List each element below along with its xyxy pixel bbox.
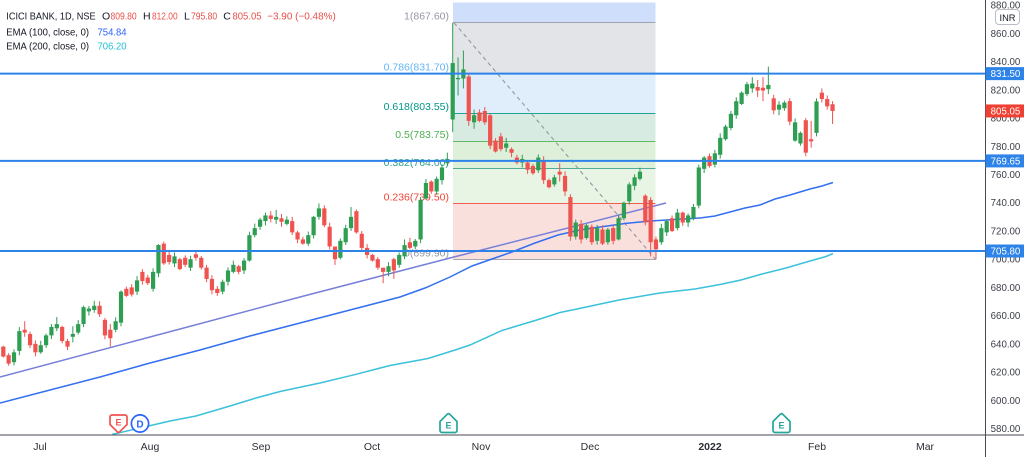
svg-text:0.236(739.50): 0.236(739.50) bbox=[384, 191, 449, 203]
svg-text:Feb: Feb bbox=[808, 441, 826, 453]
svg-text:769.65: 769.65 bbox=[991, 156, 1021, 167]
svg-text:760.00: 760.00 bbox=[991, 170, 1021, 181]
svg-text:795.80: 795.80 bbox=[191, 11, 217, 23]
svg-text:0.618(803.55): 0.618(803.55) bbox=[384, 101, 449, 113]
svg-text:ICICI BANK, 1D, NSE: ICICI BANK, 1D, NSE bbox=[6, 11, 95, 23]
svg-text:805.05: 805.05 bbox=[233, 11, 262, 23]
svg-text:880.00: 880.00 bbox=[991, 1, 1021, 12]
svg-text:1(867.60): 1(867.60) bbox=[404, 11, 449, 23]
svg-text:831.50: 831.50 bbox=[991, 69, 1021, 80]
svg-text:680.00: 680.00 bbox=[991, 283, 1021, 294]
svg-text:−3.90 (−0.48%): −3.90 (−0.48%) bbox=[267, 11, 336, 23]
svg-text:O: O bbox=[102, 11, 110, 23]
svg-text:Sep: Sep bbox=[252, 441, 271, 453]
svg-text:E: E bbox=[445, 421, 451, 431]
svg-text:C: C bbox=[223, 11, 231, 23]
svg-text:809.80: 809.80 bbox=[111, 11, 137, 23]
svg-text:754.84: 754.84 bbox=[98, 27, 127, 39]
svg-text:780.00: 780.00 bbox=[991, 142, 1021, 153]
svg-text:Mar: Mar bbox=[916, 441, 935, 453]
svg-text:0.5(783.75): 0.5(783.75) bbox=[395, 129, 449, 141]
svg-text:812.00: 812.00 bbox=[152, 11, 178, 23]
svg-text:580.00: 580.00 bbox=[991, 424, 1021, 435]
svg-text:620.00: 620.00 bbox=[991, 368, 1021, 379]
svg-text:805.05: 805.05 bbox=[991, 106, 1021, 117]
svg-text:660.00: 660.00 bbox=[991, 311, 1021, 322]
svg-text:800.00: 800.00 bbox=[991, 114, 1021, 125]
svg-text:L: L bbox=[184, 11, 190, 23]
svg-text:E: E bbox=[115, 417, 121, 427]
svg-text:860.00: 860.00 bbox=[991, 29, 1021, 40]
svg-text:705.80: 705.80 bbox=[991, 247, 1021, 258]
svg-text:EMA (100, close, 0): EMA (100, close, 0) bbox=[6, 27, 89, 39]
svg-text:740.00: 740.00 bbox=[991, 198, 1021, 209]
svg-text:0(699.90): 0(699.90) bbox=[404, 247, 449, 259]
svg-text:INR: INR bbox=[999, 13, 1015, 23]
svg-text:Oct: Oct bbox=[364, 441, 380, 453]
svg-text:700.00: 700.00 bbox=[991, 255, 1021, 266]
svg-text:720.00: 720.00 bbox=[991, 226, 1021, 237]
svg-text:640.00: 640.00 bbox=[991, 339, 1021, 350]
svg-text:H: H bbox=[143, 11, 151, 23]
svg-text:Nov: Nov bbox=[472, 441, 491, 453]
svg-text:Jul: Jul bbox=[33, 441, 46, 453]
svg-text:820.00: 820.00 bbox=[991, 85, 1021, 96]
svg-text:0.786(831.70): 0.786(831.70) bbox=[384, 61, 449, 73]
svg-text:Dec: Dec bbox=[581, 441, 600, 453]
svg-text:E: E bbox=[778, 421, 784, 431]
svg-text:840.00: 840.00 bbox=[991, 57, 1021, 68]
svg-text:2022: 2022 bbox=[698, 441, 722, 453]
svg-text:EMA (200, close, 0): EMA (200, close, 0) bbox=[6, 41, 89, 53]
svg-text:Aug: Aug bbox=[141, 441, 160, 453]
svg-text:600.00: 600.00 bbox=[991, 396, 1021, 407]
svg-text:0.382(764.00): 0.382(764.00) bbox=[384, 157, 449, 169]
svg-text:D: D bbox=[136, 419, 143, 430]
svg-text:706.20: 706.20 bbox=[98, 41, 127, 53]
